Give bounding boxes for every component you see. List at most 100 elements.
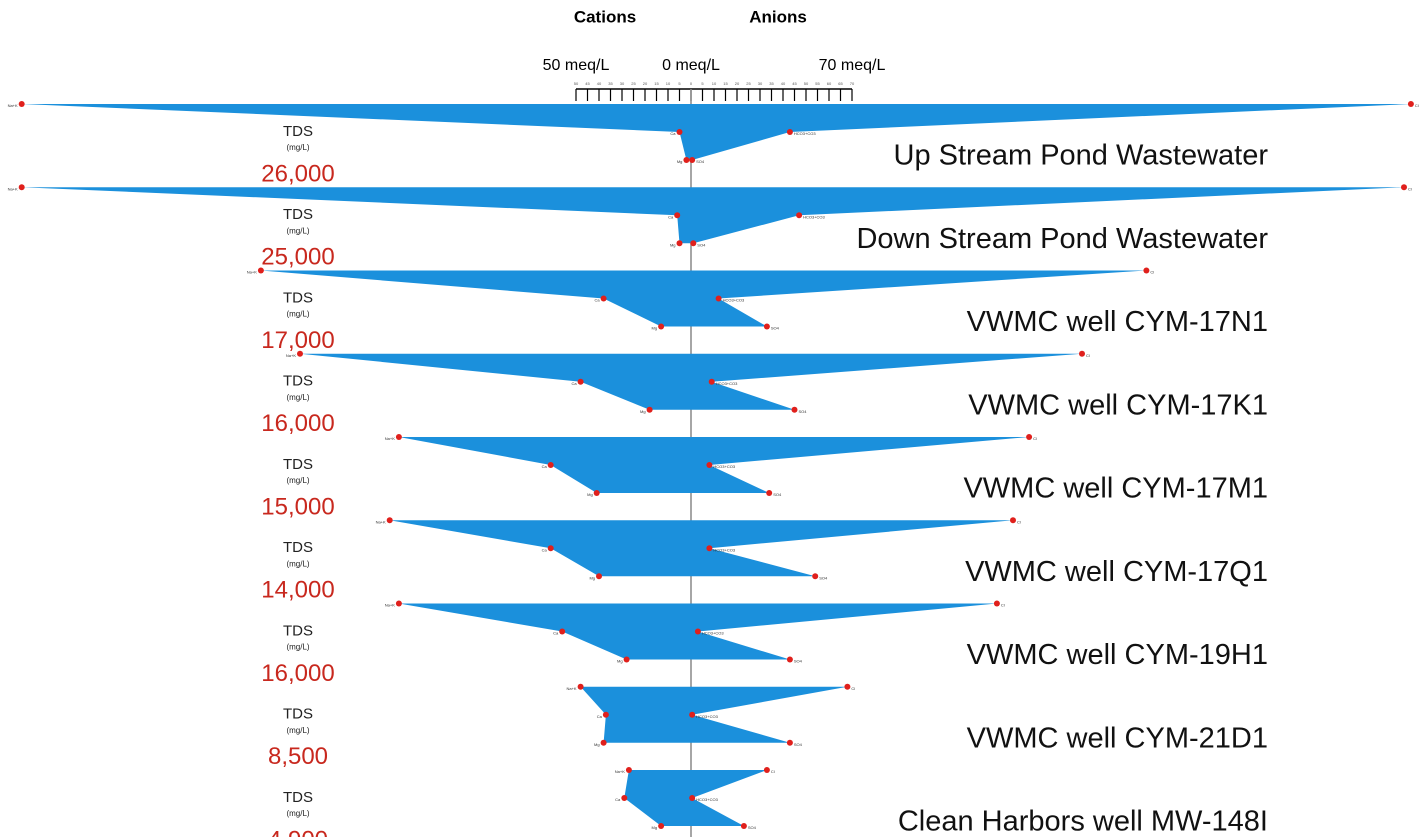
- ion-marker: [766, 490, 773, 496]
- ion-marker: [646, 406, 653, 413]
- sample-name: VWMC well CYM-17M1: [963, 473, 1268, 505]
- ion-label: Cl: [1001, 603, 1005, 608]
- tick-label: 50: [804, 81, 809, 86]
- tick-label: 15: [723, 81, 728, 86]
- ion-label: HCO3+CO3: [696, 714, 718, 719]
- ion-label: HCO3+CO3: [723, 298, 745, 303]
- ion-label: SO4: [794, 742, 803, 747]
- tick-label: 15: [654, 81, 659, 86]
- ion-marker: [18, 101, 25, 107]
- tds-title: TDS: [283, 706, 313, 723]
- tick-label: 20: [643, 81, 648, 86]
- ion-marker: [395, 600, 402, 607]
- ion-label: Ca: [670, 131, 676, 136]
- ion-label: Na+K: [376, 519, 386, 524]
- ion-marker: [386, 517, 393, 524]
- ion-marker: [658, 323, 665, 330]
- tick-label: 30: [758, 81, 763, 86]
- tds-value: 4,900: [268, 826, 328, 837]
- tds-value: 16,000: [261, 410, 334, 437]
- ion-marker: [812, 573, 819, 580]
- sample-name: VWMC well CYM-17Q1: [965, 556, 1268, 588]
- ion-marker: [577, 378, 584, 385]
- ion-marker: [740, 823, 747, 829]
- stiff-shape: [398, 437, 1030, 493]
- ion-marker: [791, 406, 798, 413]
- stiff-shape: [624, 770, 767, 826]
- ion-label: Na+K: [286, 353, 296, 358]
- ion-label: Mg: [587, 492, 593, 497]
- tds-unit: (mg/L): [286, 310, 309, 319]
- tds-value: 8,500: [268, 743, 328, 770]
- ion-marker: [600, 295, 607, 302]
- tds-unit: (mg/L): [286, 476, 309, 485]
- tds-unit: (mg/L): [286, 726, 309, 735]
- ion-marker: [593, 490, 600, 496]
- ion-label: SO4: [771, 326, 780, 331]
- tick-label: 45: [585, 81, 590, 86]
- ion-marker: [689, 795, 696, 801]
- ion-marker: [694, 628, 701, 635]
- ion-marker: [1143, 267, 1150, 274]
- tds-value: 15,000: [261, 493, 334, 520]
- ion-label: Na+K: [247, 270, 257, 275]
- ion-label: Mg: [677, 159, 683, 164]
- tds-value: 26,000: [261, 160, 334, 187]
- ion-marker: [1401, 184, 1407, 191]
- tds-value: 14,000: [261, 577, 334, 604]
- ion-label: Ca: [542, 547, 548, 552]
- ion-label: Cl: [1408, 186, 1412, 191]
- ion-marker: [993, 600, 1000, 607]
- sample-name: Clean Harbors well MW-148I: [898, 806, 1268, 837]
- tick-label: 10: [712, 81, 717, 86]
- tds-unit: (mg/L): [286, 559, 309, 568]
- tick-label: 40: [597, 81, 602, 86]
- ion-marker: [297, 350, 303, 357]
- ion-marker: [623, 656, 630, 663]
- tds-unit: (mg/L): [286, 143, 309, 152]
- ion-label: HCO3+CO3: [794, 131, 816, 136]
- ion-marker: [674, 212, 681, 219]
- tick-label: 5: [701, 81, 704, 86]
- ion-label: Cl: [1086, 353, 1090, 358]
- ion-label: Cl: [1415, 103, 1419, 108]
- ion-label: Ca: [597, 714, 603, 719]
- tick-label: 60: [827, 81, 832, 86]
- tds-value: 17,000: [261, 327, 334, 354]
- tds-title: TDS: [283, 539, 313, 556]
- ion-marker: [602, 711, 609, 718]
- ion-marker: [786, 739, 793, 746]
- ion-label: Cl: [851, 686, 855, 691]
- ion-marker: [600, 739, 607, 746]
- ion-marker: [658, 823, 665, 829]
- scale-label: 50 meq/L: [543, 57, 610, 74]
- tick-label: 10: [666, 81, 671, 86]
- ion-marker: [715, 295, 722, 302]
- ion-marker: [786, 656, 793, 663]
- ion-marker: [18, 184, 25, 191]
- tds-title: TDS: [283, 622, 313, 639]
- tds-title: TDS: [283, 789, 313, 806]
- ion-marker: [786, 129, 793, 135]
- tick-label: 35: [608, 81, 613, 86]
- tds-value: 25,000: [261, 244, 334, 271]
- ion-marker: [577, 683, 584, 690]
- tds-title: TDS: [283, 206, 313, 223]
- ion-label: Ca: [615, 797, 621, 802]
- tds-value: 16,000: [261, 660, 334, 687]
- ion-marker: [676, 129, 683, 135]
- scale-label: 0 meq/L: [662, 57, 720, 74]
- ion-label: SO4: [819, 575, 828, 580]
- ion-label: Ca: [571, 381, 577, 386]
- ion-label: Na+K: [8, 103, 18, 108]
- ion-label: HCO3+CO3: [713, 547, 735, 552]
- ion-marker: [706, 462, 713, 468]
- ion-marker: [689, 157, 696, 163]
- tds-title: TDS: [283, 373, 313, 390]
- tick-label: 45: [792, 81, 797, 86]
- ion-label: Cl: [1033, 436, 1037, 441]
- ion-marker: [763, 767, 770, 773]
- ion-marker: [689, 711, 696, 718]
- ion-marker: [796, 212, 803, 219]
- ion-label: SO4: [799, 409, 808, 414]
